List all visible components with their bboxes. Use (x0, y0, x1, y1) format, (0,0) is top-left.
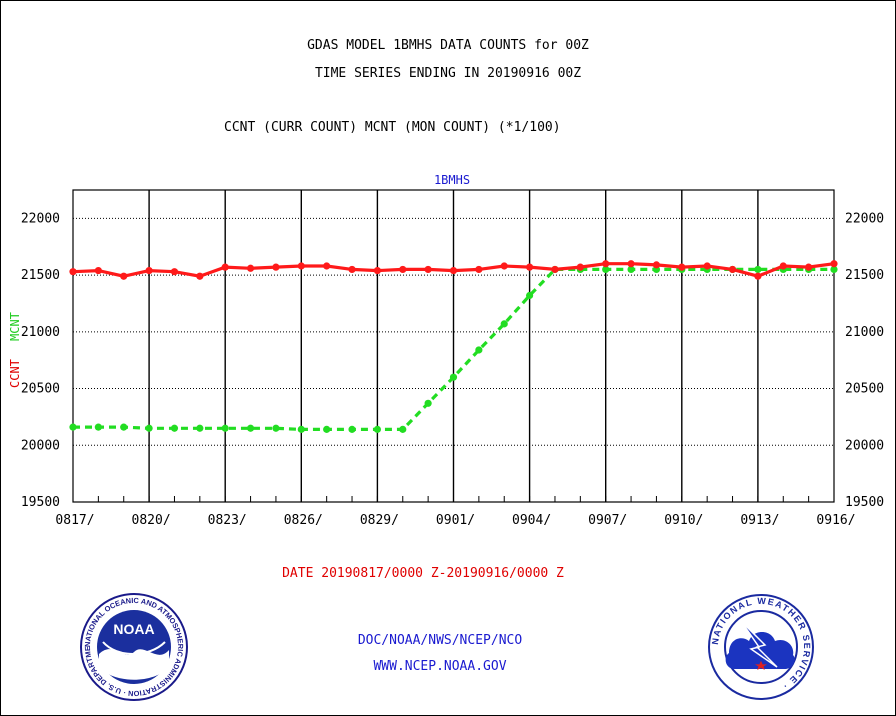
data-point-ccnt (526, 263, 534, 271)
data-point-ccnt (602, 260, 610, 268)
y-tick-label-right: 20000 (845, 438, 884, 453)
x-tick-label: 0823/ (208, 513, 247, 528)
data-point-ccnt (627, 260, 635, 268)
data-point-mcnt (627, 265, 635, 274)
data-point-ccnt (754, 272, 762, 280)
y-tick-label-right: 21000 (845, 325, 884, 340)
data-point-ccnt (94, 266, 102, 275)
data-point-mcnt (170, 424, 179, 432)
data-point-mcnt (449, 373, 458, 381)
data-point-ccnt (678, 263, 686, 271)
data-point-mcnt (323, 425, 331, 433)
footer-agency-path: DOC/NOAA/NWS/NCEP/NCO (357, 633, 523, 648)
data-point-mcnt (246, 424, 255, 432)
data-point-ccnt (373, 266, 381, 275)
data-point-ccnt (145, 266, 153, 275)
y-tick-label-right: 19500 (845, 495, 884, 510)
data-point-ccnt (551, 265, 559, 274)
footer-website: WWW.NCEP.NOAA.GOV (373, 659, 507, 674)
data-point-mcnt (373, 425, 381, 433)
chart-plot: 19500 19500 20000 20000 20500 20500 21000 21000… (8, 173, 884, 528)
y-tick-label-left: 19500 (21, 495, 60, 510)
x-tick-label: 0901/ (436, 513, 475, 528)
data-point-ccnt (500, 262, 508, 270)
data-point-ccnt (170, 268, 179, 276)
noaa-logo-icon: NOAA NATIONAL OCEANIC AND ATMOSPHERIC AD… (79, 592, 188, 701)
data-point-ccnt (246, 264, 255, 272)
data-point-ccnt (830, 260, 838, 268)
data-point-ccnt (69, 268, 77, 276)
data-point-mcnt (272, 424, 280, 432)
data-point-ccnt (728, 265, 737, 274)
data-point-ccnt (652, 261, 661, 269)
y-tick-label-left: 21000 (21, 325, 60, 340)
chart-subtitle: CCNT (CURR COUNT) MCNT (MON COUNT) (*1/1… (224, 120, 561, 135)
x-tick-label: 0913/ (740, 513, 779, 528)
x-tick-label: 0817/ (55, 513, 94, 528)
data-point-mcnt (221, 424, 229, 432)
y-tick-label-left: 21500 (21, 268, 60, 283)
data-point-ccnt (576, 263, 584, 271)
y-tick-label-left: 20000 (21, 438, 60, 453)
data-point-mcnt (424, 399, 432, 407)
x-tick-label: 0820/ (132, 513, 171, 528)
data-point-ccnt (221, 263, 229, 271)
data-point-mcnt (120, 423, 128, 431)
data-point-mcnt (297, 425, 305, 433)
y-tick-label-left: 20500 (21, 382, 60, 397)
data-point-ccnt (449, 266, 458, 275)
data-point-mcnt (348, 425, 356, 433)
y-axis-label-ccnt: CCNT (8, 359, 22, 388)
data-point-ccnt (297, 262, 305, 270)
data-point-ccnt (779, 262, 787, 270)
data-point-mcnt (830, 265, 838, 274)
data-point-ccnt (323, 262, 331, 270)
x-tick-label: 0907/ (588, 513, 627, 528)
data-point-ccnt (272, 263, 280, 271)
noaa-logo-text: NOAA (113, 621, 154, 637)
data-point-ccnt (348, 265, 356, 274)
data-point-ccnt (424, 265, 432, 274)
data-point-mcnt (602, 265, 610, 274)
data-point-ccnt (399, 265, 407, 274)
x-tick-label: 0910/ (664, 513, 703, 528)
x-tick-label: 0904/ (512, 513, 551, 528)
data-point-mcnt (500, 320, 508, 328)
data-point-mcnt (526, 291, 534, 300)
plot-title: 1BMHS (434, 173, 470, 187)
data-point-mcnt (94, 423, 102, 431)
y-tick-label-right: 20500 (845, 382, 884, 397)
y-axis-label-mcnt: MCNT (8, 312, 22, 341)
chart-title-line-2: TIME SERIES ENDING IN 20190916 00Z (314, 66, 582, 81)
data-point-mcnt (196, 424, 204, 432)
chart-title-line-1: GDAS MODEL 1BMHS DATA COUNTS for 00Z (307, 38, 589, 53)
data-point-mcnt (399, 425, 407, 433)
data-point-mcnt (145, 424, 153, 432)
data-point-ccnt (196, 272, 204, 280)
data-point-ccnt (703, 262, 711, 270)
data-point-ccnt (120, 272, 128, 280)
y-tick-label-right: 21500 (845, 268, 884, 283)
data-point-mcnt (475, 346, 483, 354)
data-point-mcnt (69, 423, 77, 431)
data-point-mcnt (754, 265, 762, 274)
date-range-label: DATE 20190817/0000 Z-20190916/0000 Z (282, 566, 564, 581)
x-tick-label: 0916/ (816, 513, 855, 528)
x-tick-label: 0826/ (284, 513, 323, 528)
data-point-ccnt (475, 265, 483, 274)
x-tick-label: 0829/ (360, 513, 399, 528)
nws-logo-icon: NATIONAL WEATHER SERVICE · (708, 594, 814, 700)
y-tick-label-left: 22000 (21, 211, 60, 226)
data-point-ccnt (805, 263, 813, 271)
y-tick-label-right: 22000 (845, 211, 884, 226)
